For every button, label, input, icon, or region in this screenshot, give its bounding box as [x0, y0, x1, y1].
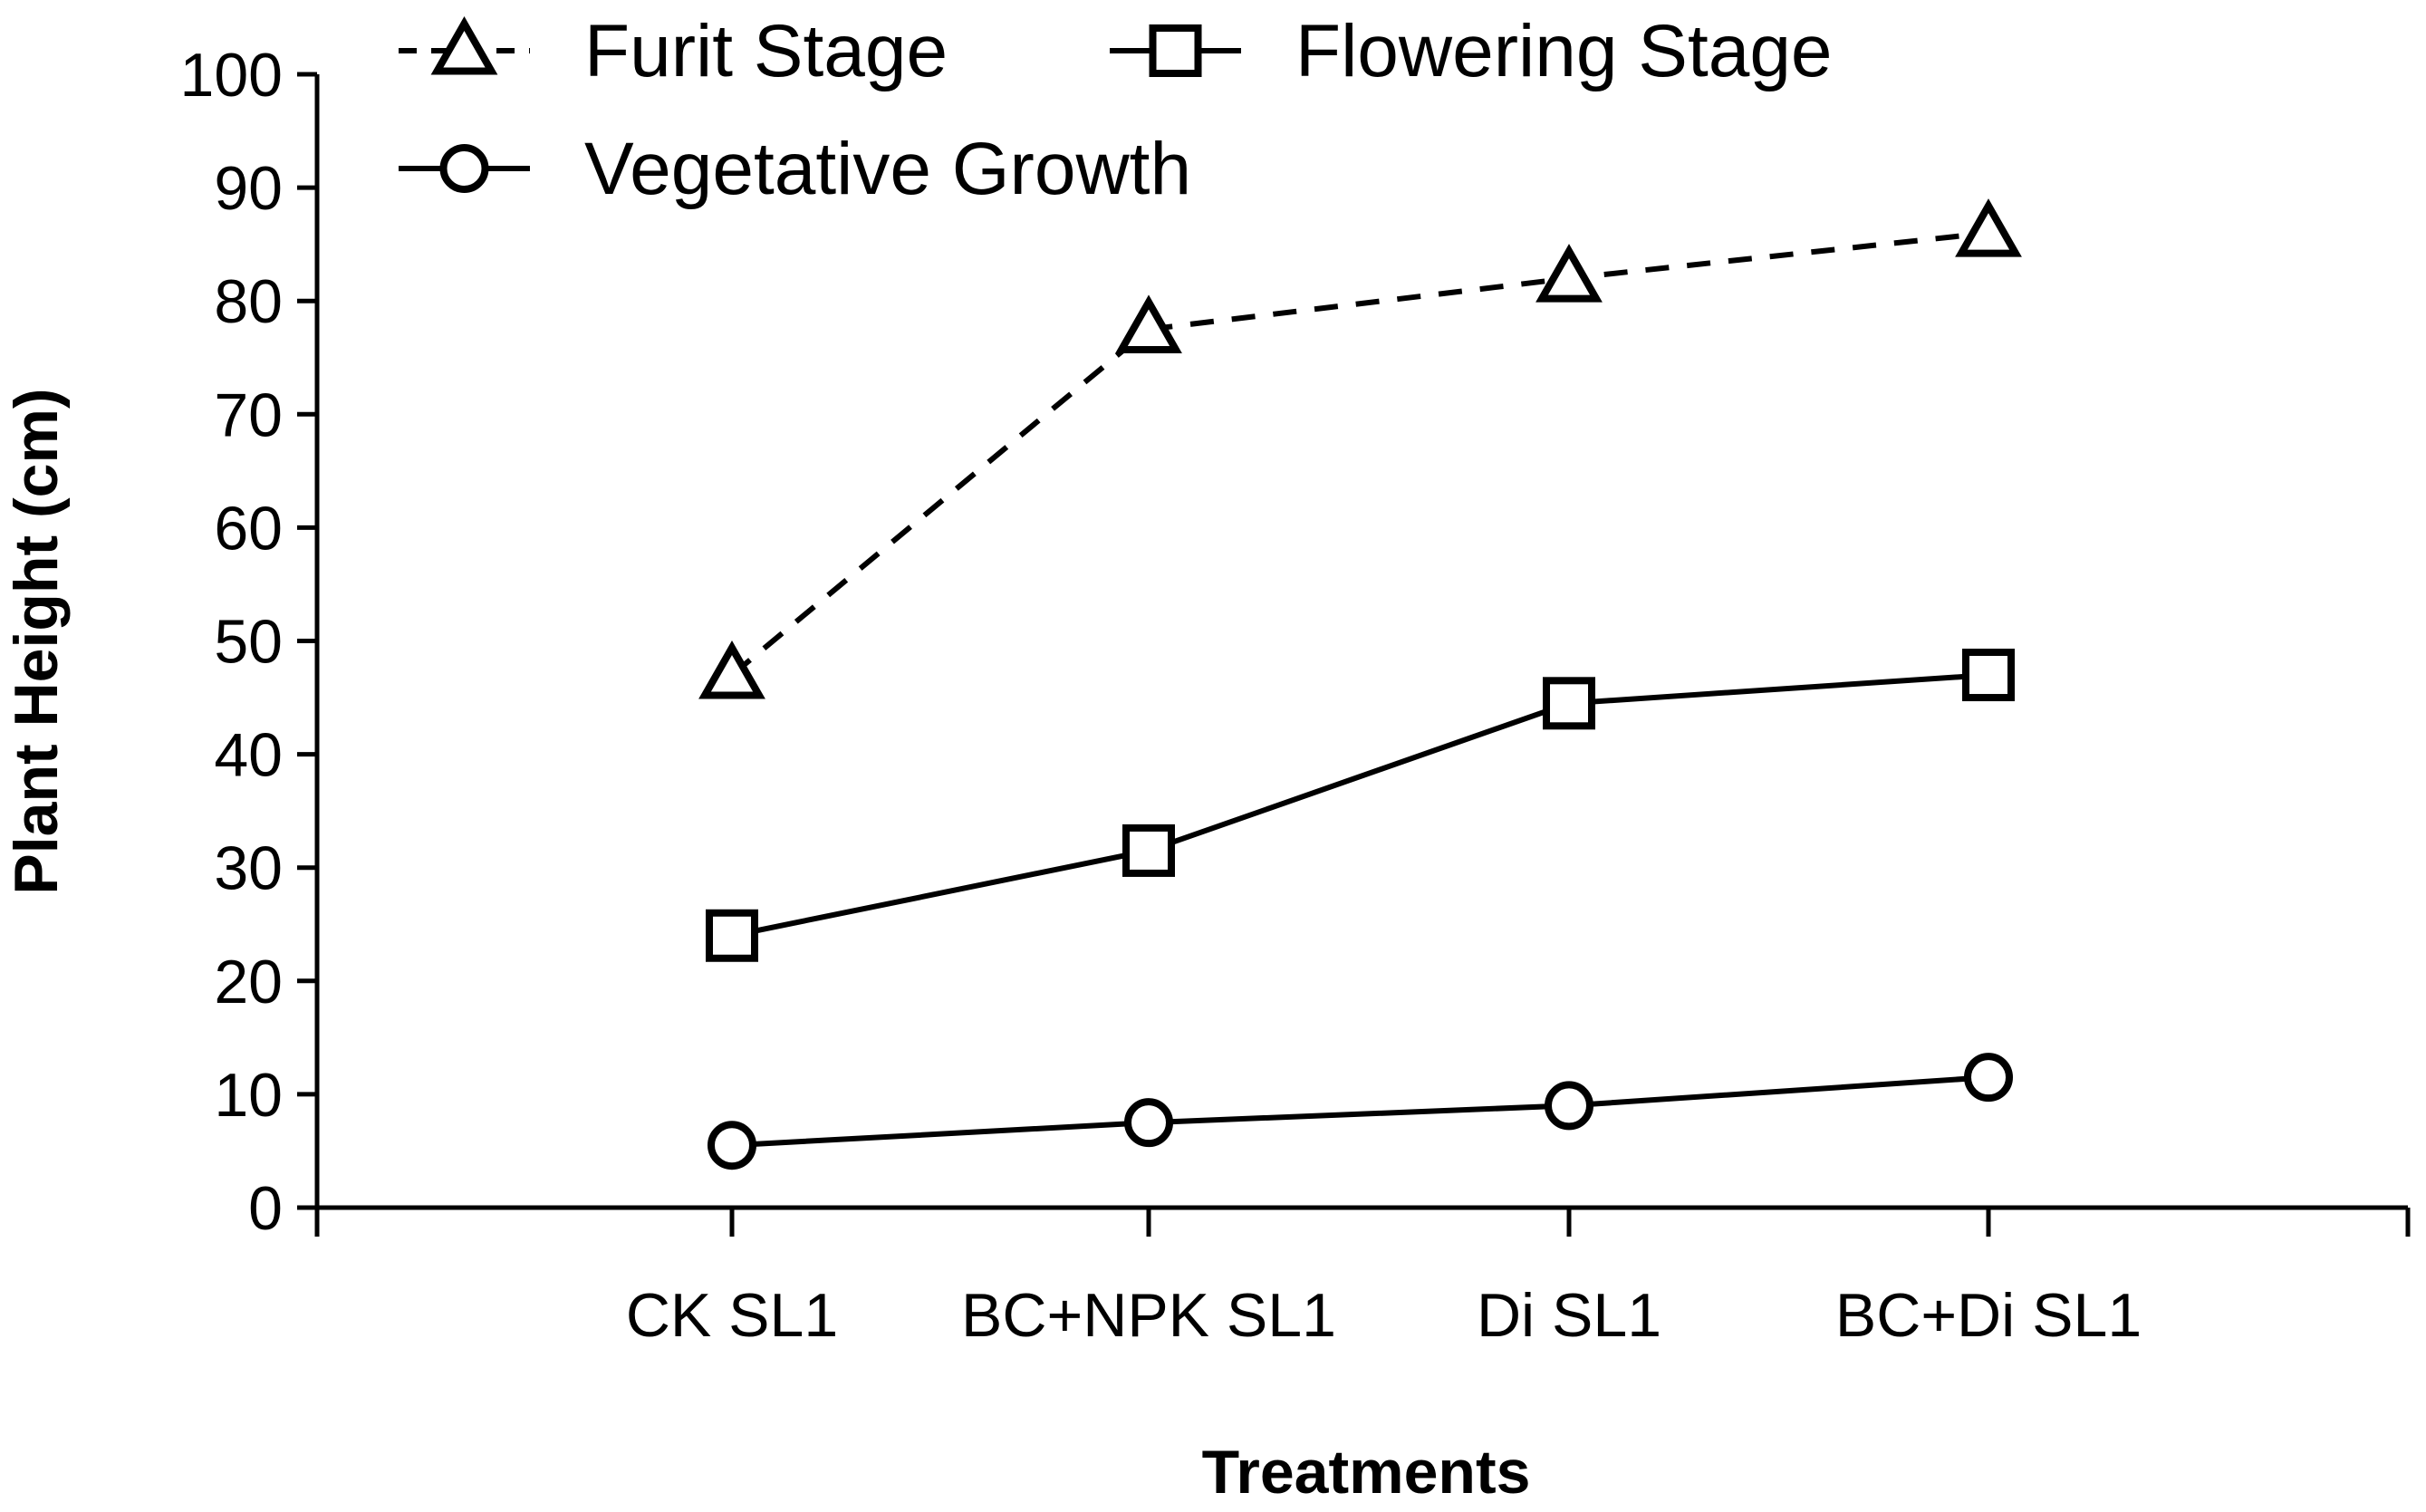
y-tick-label: 100	[180, 41, 283, 110]
legend-label: Furit Stage	[584, 10, 948, 92]
y-tick-label: 20	[214, 948, 283, 1016]
x-tick-label: Di SL1	[1477, 1281, 1661, 1350]
series-triangle	[698, 198, 2022, 699]
data-point-triangle	[1115, 294, 1182, 353]
data-point-triangle	[1536, 244, 1603, 303]
legend-item: Vegetative Growth	[399, 128, 1191, 210]
x-axis-title: Treatments	[1202, 1438, 1531, 1507]
data-point-circle	[1964, 1053, 2013, 1103]
x-tick-label: BC+NPK SL1	[961, 1281, 1336, 1350]
x-axis: CK SL1 BC+NPK SL1 Di SL1 BC+Di SL1	[314, 1205, 2411, 1350]
y-axis: 0 10 20 30 40 50 60 70 80 90 100	[180, 41, 320, 1243]
y-tick-label: 80	[214, 267, 283, 336]
x-tick-label: CK SL1	[626, 1281, 838, 1350]
data-point-triangle	[1955, 198, 2022, 257]
legend-label: Flowering Stage	[1295, 10, 1833, 92]
data-point-triangle	[698, 640, 765, 699]
legend-marker-triangle	[430, 15, 498, 75]
data-point-square	[1543, 677, 1595, 730]
series-square	[706, 649, 2015, 962]
y-tick-label: 50	[214, 608, 283, 677]
series-line	[731, 1074, 1989, 1149]
y-axis-title: Plant Height (cm)	[2, 388, 71, 894]
legend-marker-circle	[439, 144, 489, 193]
data-point-square	[706, 909, 758, 962]
data-point-square	[1122, 823, 1175, 877]
legend-marker-square	[1149, 24, 1202, 77]
legend-item: Flowering Stage	[1110, 10, 1833, 92]
y-tick-label: 30	[214, 834, 283, 903]
series-circle	[708, 1053, 2013, 1170]
y-tick-label: 70	[214, 380, 283, 449]
legend: Furit Stage Flowering Stage Vegetative Gro…	[399, 10, 1833, 210]
series-group	[698, 198, 2022, 1170]
data-point-circle	[1545, 1081, 1593, 1131]
legend-item: Furit Stage	[399, 10, 948, 92]
y-tick-label: 60	[214, 494, 283, 563]
data-point-circle	[708, 1121, 756, 1170]
y-tick-label: 40	[214, 721, 283, 790]
y-tick-label: 90	[214, 154, 283, 223]
series-line	[730, 230, 1989, 678]
x-tick-label: BC+Di SL1	[1835, 1281, 2142, 1350]
data-point-circle	[1124, 1098, 1173, 1148]
y-tick-label: 10	[214, 1061, 283, 1130]
y-tick-label: 0	[248, 1174, 283, 1243]
series-line	[731, 672, 1989, 939]
legend-label: Vegetative Growth	[584, 128, 1191, 210]
data-point-square	[1962, 649, 2015, 702]
